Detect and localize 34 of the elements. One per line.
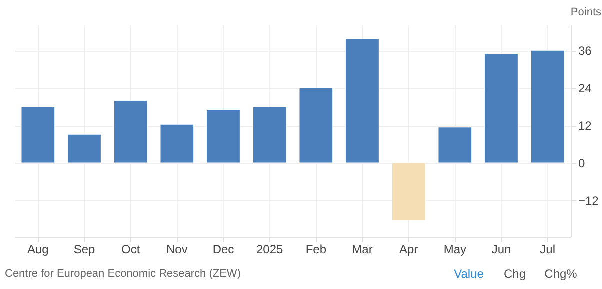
text: Value xyxy=(454,267,484,281)
bar xyxy=(206,110,240,164)
y-tick-label: 12 xyxy=(578,119,592,134)
bar xyxy=(438,127,472,164)
x-tick-label: Oct xyxy=(121,242,141,256)
text: Centre for European Economic Research (ZEW) xyxy=(5,268,241,280)
x-tick-label: Apr xyxy=(399,242,418,256)
y-tick-label: 36 xyxy=(578,44,592,58)
y-tick-label: 24 xyxy=(578,82,592,96)
y-axis-title: Points xyxy=(570,6,602,18)
bar xyxy=(346,38,380,164)
x-tick-label: 2025 xyxy=(256,242,284,256)
x-tick-label: Jun xyxy=(492,242,512,256)
bar xyxy=(114,100,148,164)
bar xyxy=(484,53,518,164)
text: Chg% xyxy=(544,267,578,281)
x-tick-label: Feb xyxy=(306,242,327,256)
x-tick-label: Mar xyxy=(352,242,373,256)
bar xyxy=(68,134,102,164)
bar xyxy=(530,50,565,164)
x-tick-label: Dec xyxy=(212,242,234,256)
bar xyxy=(299,88,334,164)
text: Chg xyxy=(504,267,526,281)
bar xyxy=(252,106,287,164)
x-tick-label: Aug xyxy=(27,242,49,256)
x-tick-label: Sep xyxy=(74,242,96,256)
x-tick-label: May xyxy=(444,242,467,256)
bar xyxy=(160,124,194,164)
bar xyxy=(392,162,426,221)
y-tick-label: −12 xyxy=(578,194,600,208)
x-tick-label: Jul xyxy=(540,242,556,256)
bar xyxy=(21,106,56,164)
y-tick-label: 0 xyxy=(578,156,586,171)
x-tick-label: Nov xyxy=(166,242,188,256)
